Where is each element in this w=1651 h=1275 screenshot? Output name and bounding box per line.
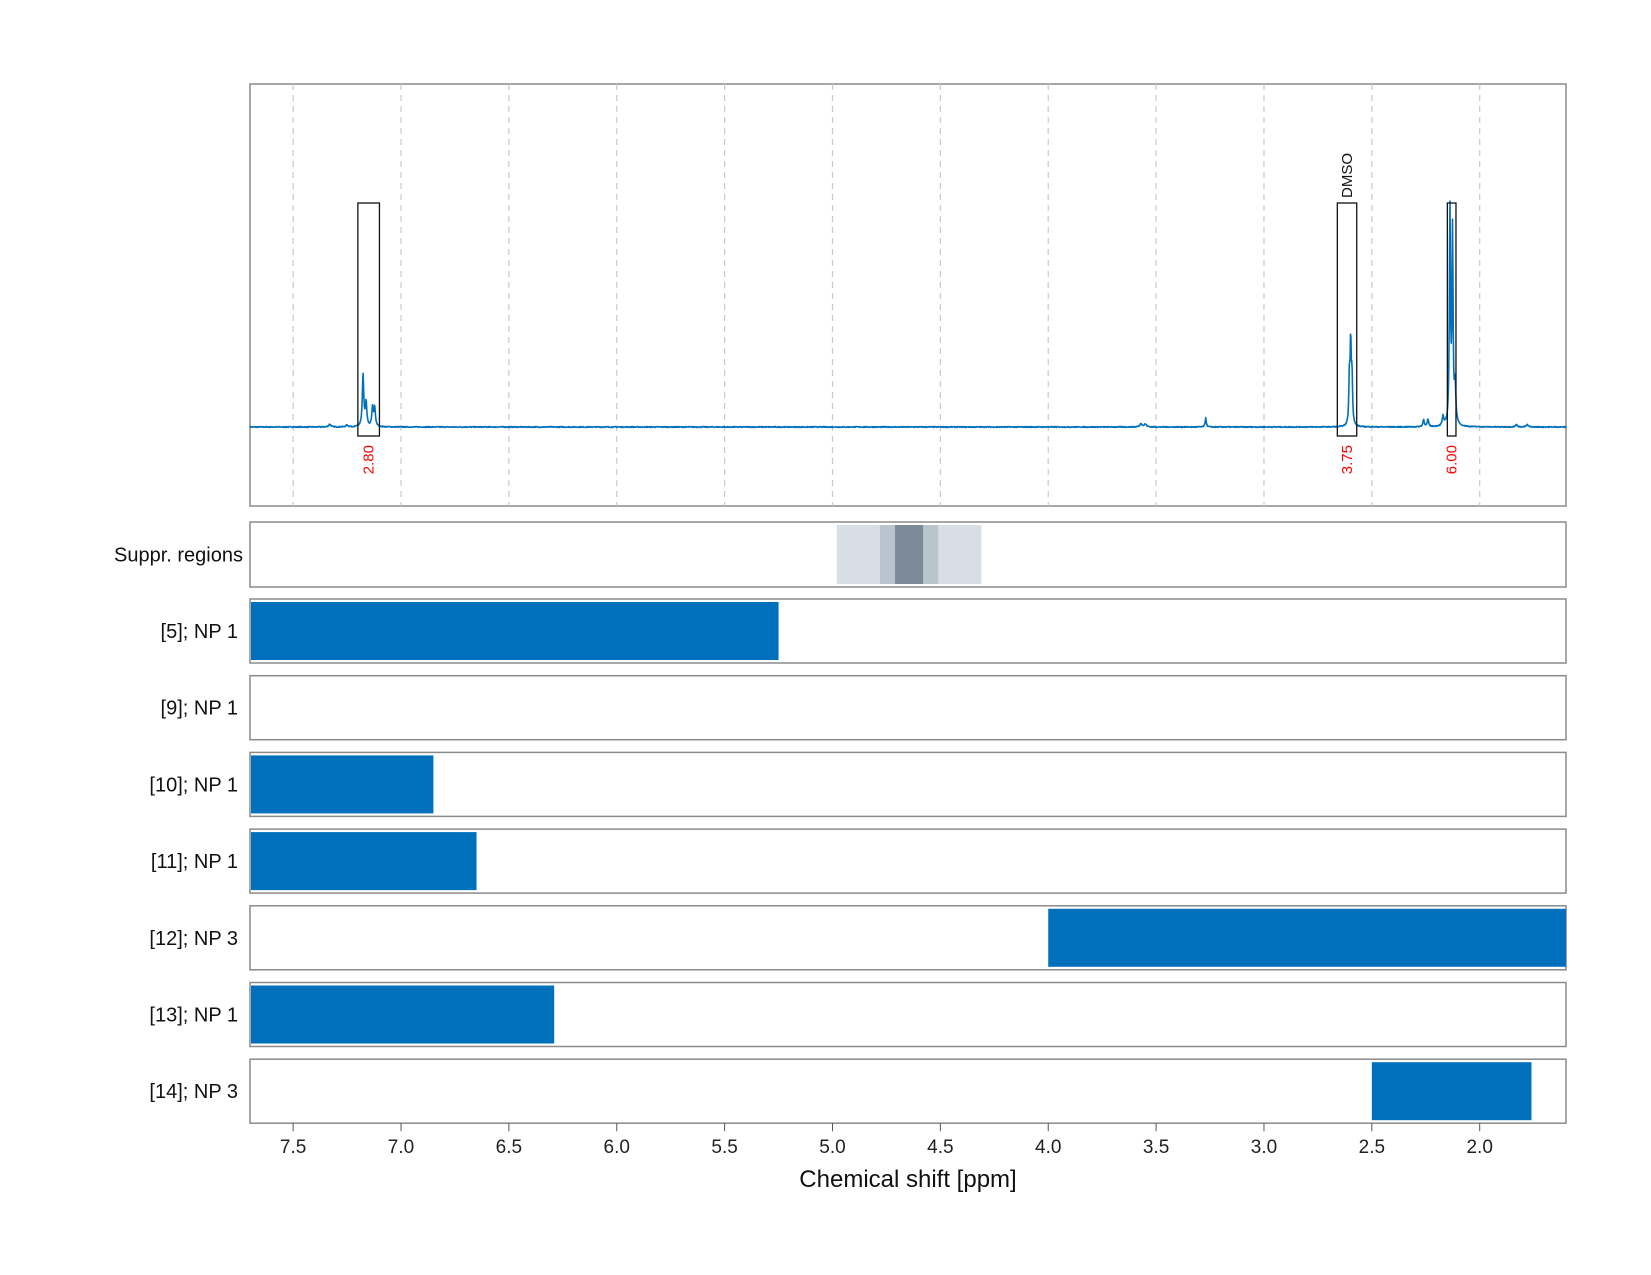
x-tick-label: 5.0 bbox=[819, 1137, 845, 1158]
spectrum-line bbox=[249, 200, 1567, 429]
suppressed-regions-label: Suppr. regions bbox=[114, 545, 243, 567]
track-bar bbox=[251, 985, 555, 1044]
track-label: [9]; NP 1 bbox=[161, 698, 238, 720]
track-bar bbox=[1048, 908, 1566, 967]
track-4: [11]; NP 1 bbox=[151, 828, 1567, 894]
suppressed-regions-panel: Suppr. regions bbox=[114, 521, 1567, 588]
x-axis-title: Chemical shift [ppm] bbox=[799, 1166, 1016, 1193]
x-tick-label: 7.0 bbox=[388, 1137, 414, 1158]
track-6: [13]; NP 1 bbox=[149, 981, 1567, 1048]
integral-value-3: 6.00 bbox=[1444, 445, 1461, 474]
track-bar bbox=[251, 602, 779, 660]
integration-region-box-1 bbox=[357, 202, 381, 437]
x-tick-label: 6.0 bbox=[604, 1137, 630, 1158]
track-label: [10]; NP 1 bbox=[149, 774, 238, 796]
x-tick-label: 3.0 bbox=[1251, 1137, 1277, 1158]
spectrum-frame bbox=[249, 83, 1567, 507]
x-tick-label: 7.5 bbox=[280, 1137, 306, 1158]
track-7: [14]; NP 3 bbox=[149, 1058, 1567, 1124]
track-label: [11]; NP 1 bbox=[151, 851, 238, 873]
track-label: [5]; NP 1 bbox=[161, 621, 238, 643]
track-frame bbox=[249, 674, 1567, 741]
track-panels: [5]; NP 1 [9]; NP 1 [10]; NP 1 [11]; NP 1 [1… bbox=[149, 598, 1567, 1124]
track-frame bbox=[249, 1058, 1567, 1124]
integration-region-box-3 bbox=[1446, 202, 1457, 437]
track-2: [9]; NP 1 bbox=[161, 674, 1567, 741]
track-label: [13]; NP 1 bbox=[149, 1005, 238, 1027]
track-3: [10]; NP 1 bbox=[149, 751, 1567, 818]
track-bar bbox=[251, 755, 434, 814]
spectrum-panel: 2.80 3.75 DMSO 6.00 bbox=[249, 83, 1567, 507]
x-tick-label: 4.5 bbox=[927, 1137, 953, 1158]
track-label: [14]; NP 3 bbox=[149, 1081, 238, 1103]
x-tick-label: 5.5 bbox=[711, 1137, 737, 1158]
x-tick-label: 4.0 bbox=[1035, 1137, 1061, 1158]
x-tick-label: 2.5 bbox=[1359, 1137, 1385, 1158]
suppressed-band-3 bbox=[895, 525, 924, 584]
x-tick-label: 3.5 bbox=[1143, 1137, 1169, 1158]
track-1: [5]; NP 1 bbox=[161, 598, 1567, 664]
integration-region-box-2 bbox=[1336, 202, 1358, 437]
x-axis: 7.5 7.0 6.5 6.0 5.5 5.0 4.5 4.0 3.5 3.0 2.5 2.0 bbox=[280, 1123, 1493, 1158]
track-frame bbox=[249, 751, 1567, 818]
integral-value-2: 3.75 bbox=[1339, 445, 1356, 474]
track-bar bbox=[1371, 1062, 1532, 1121]
track-bar bbox=[251, 832, 477, 891]
track-label: [12]; NP 3 bbox=[149, 928, 238, 950]
track-5: [12]; NP 3 bbox=[149, 905, 1567, 971]
x-tick-label: 2.0 bbox=[1466, 1137, 1492, 1158]
x-tick-label: 6.5 bbox=[496, 1137, 522, 1158]
integral-value-1: 2.80 bbox=[361, 445, 378, 474]
region-annotation-2: DMSO bbox=[1339, 153, 1356, 198]
